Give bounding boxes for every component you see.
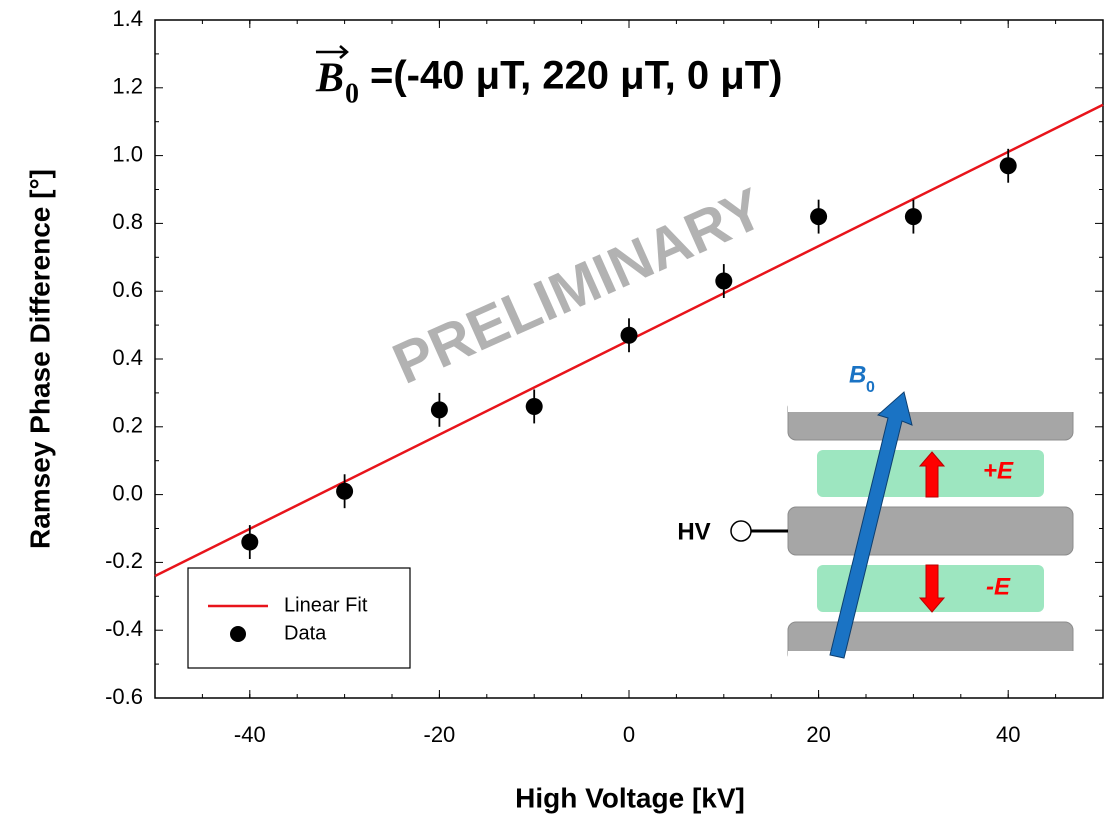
legend: Linear Fit Data	[187, 567, 411, 669]
data-point	[999, 157, 1017, 175]
y-axis-label: Ramsey Phase Difference [°]	[24, 169, 55, 549]
y-tick-label: 0.0	[112, 480, 143, 505]
plate-cut	[788, 651, 1078, 671]
y-tick-label: 0.6	[112, 277, 143, 302]
y-tick-label: -0.4	[105, 616, 143, 641]
x-axis-label: High Voltage [kV]	[515, 782, 745, 813]
middle-plate	[787, 506, 1074, 556]
y-tick-label: 0.2	[112, 413, 143, 438]
vector-arrow	[316, 45, 349, 59]
field-subscript: 0	[866, 379, 875, 396]
data-point	[904, 208, 922, 226]
y-tick-label: -0.6	[105, 684, 143, 709]
chart-title: =(-40 μT, 220 μT, 0 μT)	[370, 54, 782, 98]
up-arrow	[918, 451, 946, 498]
y-tick-label: 0.4	[112, 345, 143, 370]
x-tick-label: -20	[424, 722, 456, 747]
data-point	[430, 401, 448, 419]
x-tick-label: 0	[623, 722, 635, 747]
legend-label: Data	[284, 622, 327, 644]
x-tick-label: -40	[234, 722, 266, 747]
data-point	[525, 397, 543, 415]
x-tick-label: 20	[806, 722, 830, 747]
x-tick-label: 40	[996, 722, 1020, 747]
plot-frame	[154, 19, 1104, 699]
data-point	[715, 272, 733, 290]
data-point	[241, 533, 259, 551]
legend-marker	[230, 626, 246, 642]
field-arrow	[829, 391, 913, 659]
down-arrow	[918, 564, 946, 613]
hv-terminal	[730, 520, 752, 542]
y-tick-label: 1.4	[112, 6, 143, 31]
y-tick-label: 1.2	[112, 74, 143, 99]
upper-field-label: +E	[983, 457, 1014, 484]
legend-label: Linear Fit	[284, 594, 368, 616]
watermark: PRELIMINARY	[384, 176, 774, 397]
legend-box	[187, 567, 411, 669]
data-point	[620, 326, 638, 344]
field-label: B	[849, 361, 866, 388]
data-point	[810, 208, 828, 226]
y-tick-label: 0.8	[112, 209, 143, 234]
title-subscript: 0	[345, 78, 359, 109]
y-tick-label: 1.0	[112, 141, 143, 166]
lower-field-label: -E	[986, 573, 1011, 600]
title-symbol: B	[315, 56, 344, 102]
y-tick-label: -0.2	[105, 548, 143, 573]
data-point	[336, 482, 354, 500]
hv-label: HV	[677, 518, 710, 545]
plate-cut	[788, 395, 1078, 412]
inset-diagram: +E -E HV B 0	[677, 361, 1078, 671]
